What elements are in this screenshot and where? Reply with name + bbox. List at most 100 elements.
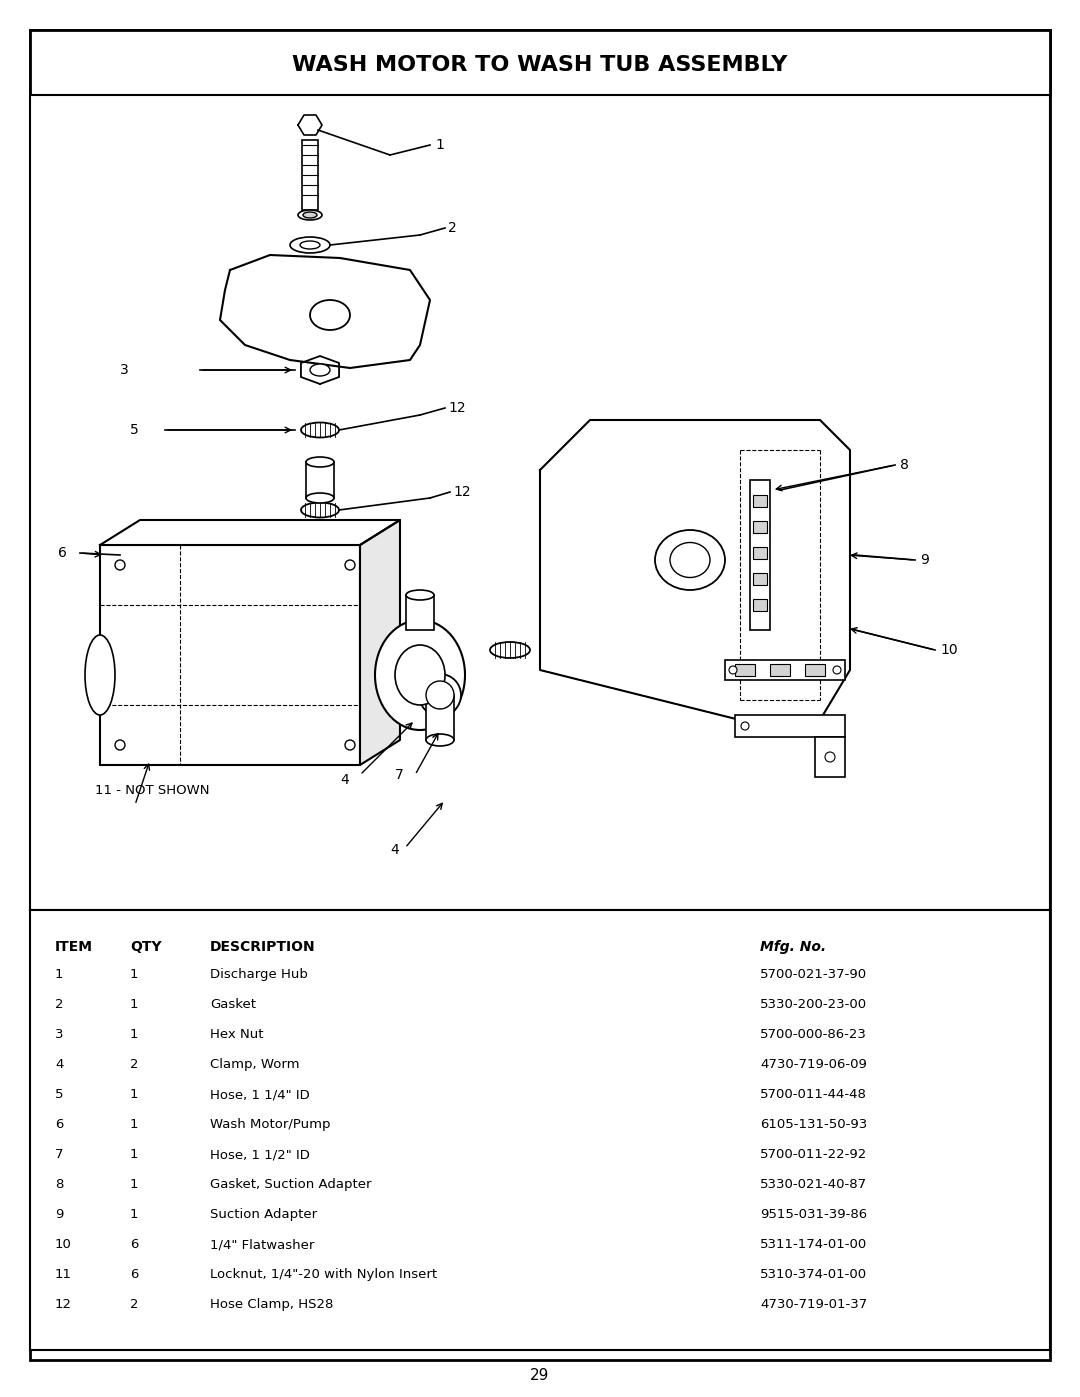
Text: 6: 6 <box>58 546 67 560</box>
Ellipse shape <box>406 590 434 599</box>
Ellipse shape <box>310 300 350 330</box>
Text: 1: 1 <box>130 1028 138 1041</box>
Ellipse shape <box>670 542 710 577</box>
Text: 9: 9 <box>55 1208 64 1221</box>
Text: 5: 5 <box>55 1088 64 1101</box>
Text: 9: 9 <box>920 553 929 567</box>
Ellipse shape <box>654 529 725 590</box>
Bar <box>735 664 755 676</box>
Ellipse shape <box>426 733 454 746</box>
Text: 4: 4 <box>55 1058 64 1071</box>
Bar <box>753 573 767 585</box>
Ellipse shape <box>419 673 461 717</box>
Text: Hose, 1 1/4" ID: Hose, 1 1/4" ID <box>210 1088 310 1101</box>
Text: 11 - NOT SHOWN: 11 - NOT SHOWN <box>95 784 210 796</box>
Ellipse shape <box>301 422 339 437</box>
Circle shape <box>114 740 125 750</box>
Bar <box>753 495 767 507</box>
Bar <box>753 521 767 534</box>
Text: 2: 2 <box>448 221 457 235</box>
Text: 1: 1 <box>130 1088 138 1101</box>
Bar <box>753 548 767 559</box>
Polygon shape <box>360 520 400 766</box>
Text: 5310-374-01-00: 5310-374-01-00 <box>760 1268 867 1281</box>
Ellipse shape <box>310 365 330 376</box>
Text: 2: 2 <box>130 1298 138 1310</box>
Text: 6: 6 <box>130 1268 138 1281</box>
Text: Clamp, Worm: Clamp, Worm <box>210 1058 299 1071</box>
Text: 12: 12 <box>55 1298 72 1310</box>
Text: 10: 10 <box>940 643 958 657</box>
Ellipse shape <box>306 457 334 467</box>
Ellipse shape <box>306 493 334 503</box>
Text: 9515-031-39-86: 9515-031-39-86 <box>760 1208 867 1221</box>
Bar <box>805 664 825 676</box>
Ellipse shape <box>291 237 330 253</box>
Text: 5330-021-40-87: 5330-021-40-87 <box>760 1178 867 1192</box>
Bar <box>30 909 1050 1350</box>
Text: Gasket, Suction Adapter: Gasket, Suction Adapter <box>210 1178 372 1192</box>
Text: 1: 1 <box>130 997 138 1011</box>
Text: 1: 1 <box>55 968 64 981</box>
Text: 3: 3 <box>55 1028 64 1041</box>
Text: 5311-174-01-00: 5311-174-01-00 <box>760 1238 867 1250</box>
Ellipse shape <box>298 210 322 219</box>
Text: 5700-000-86-23: 5700-000-86-23 <box>760 1028 867 1041</box>
Text: 5700-011-22-92: 5700-011-22-92 <box>760 1148 867 1161</box>
Text: 6: 6 <box>130 1238 138 1250</box>
Text: Locknut, 1/4"-20 with Nylon Insert: Locknut, 1/4"-20 with Nylon Insert <box>210 1268 437 1281</box>
Ellipse shape <box>395 645 445 705</box>
Ellipse shape <box>490 643 530 658</box>
Text: 2: 2 <box>130 1058 138 1071</box>
Bar <box>725 659 845 680</box>
Text: 8: 8 <box>900 458 909 472</box>
Text: 10: 10 <box>55 1238 72 1250</box>
Ellipse shape <box>300 242 320 249</box>
Ellipse shape <box>375 620 465 731</box>
Text: WASH MOTOR TO WASH TUB ASSEMBLY: WASH MOTOR TO WASH TUB ASSEMBLY <box>293 54 787 75</box>
Text: 4730-719-01-37: 4730-719-01-37 <box>760 1298 867 1310</box>
Bar <box>302 140 318 210</box>
Bar <box>406 595 434 630</box>
Text: 6: 6 <box>55 1118 64 1132</box>
Text: 7: 7 <box>395 768 404 782</box>
Polygon shape <box>298 115 322 136</box>
Bar <box>770 664 789 676</box>
Bar <box>100 545 360 766</box>
Ellipse shape <box>301 503 339 517</box>
Circle shape <box>729 666 737 673</box>
Text: 3: 3 <box>120 363 129 377</box>
Text: Gasket: Gasket <box>210 997 256 1011</box>
Bar <box>426 694 454 740</box>
Text: 11: 11 <box>55 1268 72 1281</box>
Text: Hose Clamp, HS28: Hose Clamp, HS28 <box>210 1298 334 1310</box>
Text: 5330-200-23-00: 5330-200-23-00 <box>760 997 867 1011</box>
Text: 8: 8 <box>55 1178 64 1192</box>
Ellipse shape <box>85 636 114 715</box>
Text: Discharge Hub: Discharge Hub <box>210 968 308 981</box>
Text: 7: 7 <box>55 1148 64 1161</box>
Circle shape <box>741 722 750 731</box>
Text: DESCRIPTION: DESCRIPTION <box>210 940 315 954</box>
Text: 1: 1 <box>435 138 444 152</box>
Text: QTY: QTY <box>130 940 162 954</box>
Text: 4: 4 <box>390 842 399 856</box>
Text: 29: 29 <box>530 1368 550 1383</box>
Text: 1: 1 <box>130 1178 138 1192</box>
Text: 4: 4 <box>340 773 349 787</box>
Text: 12: 12 <box>453 485 471 499</box>
Text: Suction Adapter: Suction Adapter <box>210 1208 318 1221</box>
Bar <box>30 95 1050 909</box>
Text: 2: 2 <box>55 997 64 1011</box>
Text: 5700-021-37-90: 5700-021-37-90 <box>760 968 867 981</box>
Text: 1/4" Flatwasher: 1/4" Flatwasher <box>210 1238 314 1250</box>
Text: 5700-011-44-48: 5700-011-44-48 <box>760 1088 867 1101</box>
Text: ITEM: ITEM <box>55 940 93 954</box>
Bar <box>30 29 1050 95</box>
Text: 1: 1 <box>130 1118 138 1132</box>
Text: 6105-131-50-93: 6105-131-50-93 <box>760 1118 867 1132</box>
Polygon shape <box>301 356 339 384</box>
Text: Hex Nut: Hex Nut <box>210 1028 264 1041</box>
Circle shape <box>825 752 835 761</box>
Bar <box>735 715 845 738</box>
